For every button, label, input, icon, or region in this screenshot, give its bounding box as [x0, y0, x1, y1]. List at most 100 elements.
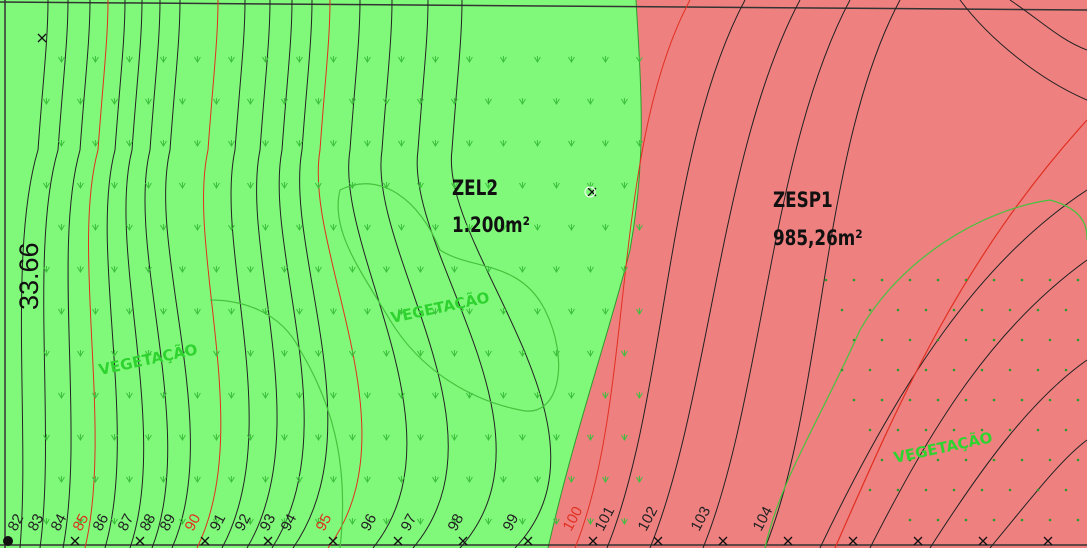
contour-label: 96	[358, 511, 381, 534]
hatch-mark	[126, 476, 133, 483]
hatch-mark	[602, 224, 609, 231]
contour-label: 89	[157, 511, 180, 534]
hatch-dot	[868, 308, 872, 312]
hatch-mark	[398, 392, 405, 399]
hatch-mark	[194, 392, 201, 399]
hatch-dot	[1076, 338, 1080, 342]
hatch-mark	[213, 350, 220, 357]
vegetation-outlines	[209, 183, 1087, 548]
hatch-mark	[568, 224, 575, 231]
hatch-mark	[398, 56, 405, 63]
hatch-mark	[76, 434, 84, 441]
hatch-dot	[1036, 368, 1040, 372]
hatch-mark	[636, 476, 643, 483]
hatch-dot	[1020, 398, 1024, 402]
hatch-dot	[924, 428, 928, 432]
hatch-mark	[451, 350, 458, 357]
hatch-mark	[485, 518, 492, 525]
hatch-mark	[296, 140, 303, 147]
contour	[221, 0, 250, 548]
hatch-dot	[896, 428, 900, 432]
hatch-mark	[398, 140, 405, 147]
hatch-mark	[91, 224, 99, 231]
hatch-dot	[908, 338, 912, 342]
hatch-mark	[587, 266, 594, 273]
hatch-dot	[964, 278, 968, 282]
index-contour	[317, 0, 363, 548]
hatch-mark	[330, 140, 337, 147]
hatch-mark	[451, 518, 458, 525]
hatch-dot	[992, 278, 996, 282]
hatch-dot	[896, 488, 900, 492]
hatch-dot	[936, 518, 940, 522]
hatch-dot	[1036, 308, 1040, 312]
hatch-mark	[519, 350, 526, 357]
hatch-mark	[296, 56, 303, 63]
contour	[416, 0, 497, 548]
hatch-mark	[568, 56, 575, 63]
hatch-mark	[91, 308, 99, 315]
hatch-mark	[621, 182, 628, 189]
hatch-mark	[111, 182, 118, 189]
hatch-dot	[908, 398, 912, 402]
hatch-mark	[262, 224, 269, 231]
hatch-mark	[76, 98, 84, 105]
hatch-mark	[466, 476, 473, 483]
hatch-mark	[349, 434, 356, 441]
contour-label: 86	[90, 511, 113, 534]
hatch-mark	[57, 56, 65, 63]
hatch-mark	[315, 182, 322, 189]
dimension-label: 33.66	[14, 242, 44, 310]
hatch-mark	[519, 182, 526, 189]
hatch-mark	[213, 266, 220, 273]
hatch-mark	[76, 266, 84, 273]
hatch-dot	[1048, 398, 1052, 402]
hatch-mark	[485, 350, 492, 357]
hatch-mark	[432, 392, 439, 399]
index-contour	[84, 0, 109, 548]
hatch-dot	[1020, 338, 1024, 342]
contour	[271, 0, 305, 548]
marker	[783, 536, 793, 546]
hatch-dot	[908, 278, 912, 282]
hatch-dot	[980, 368, 984, 372]
hatch-mark	[315, 350, 322, 357]
hatch-mark	[42, 182, 50, 189]
hatch-dot	[880, 458, 884, 462]
hatch-mark	[145, 518, 152, 525]
hatch-mark	[364, 56, 371, 63]
hatch-mark	[91, 140, 99, 147]
hatch-dot	[1048, 518, 1052, 522]
hatch-mark	[296, 476, 303, 483]
hatch-mark	[534, 308, 541, 315]
hatch-mark	[281, 434, 288, 441]
hatch-mark	[466, 224, 473, 231]
contour	[144, 0, 169, 548]
hatch-mark	[247, 350, 254, 357]
hatch-dot	[964, 338, 968, 342]
contour-label: 87	[115, 511, 138, 534]
hatch-mark	[621, 350, 628, 357]
hatch-mark	[621, 98, 628, 105]
hatch-mark	[500, 308, 507, 315]
hatch-mark	[500, 476, 507, 483]
hatch-mark	[417, 182, 424, 189]
hatch-mark	[160, 476, 167, 483]
hatch-mark	[500, 56, 507, 63]
hatch-mark	[568, 476, 575, 483]
hatch-dot	[1076, 398, 1080, 402]
hatch-mark	[451, 182, 458, 189]
hatch-mark	[145, 182, 152, 189]
hatch-dot	[992, 518, 996, 522]
contour	[649, 0, 801, 548]
hatch-mark	[42, 518, 50, 525]
hatch-mark	[57, 140, 65, 147]
hatch-mark	[76, 350, 84, 357]
hatch-mark	[534, 476, 541, 483]
hatch-mark	[534, 392, 541, 399]
hatch-mark	[364, 476, 371, 483]
marker	[848, 536, 858, 546]
hatch-dot	[936, 278, 940, 282]
contour-label: 95	[313, 511, 336, 534]
